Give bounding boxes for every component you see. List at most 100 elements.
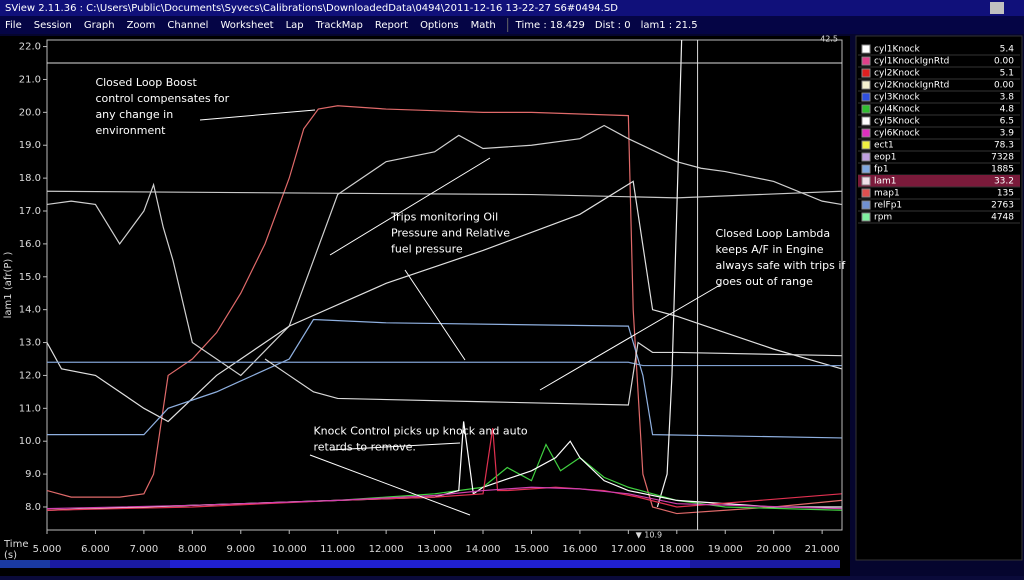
status-item: lam1 : 21.5 bbox=[641, 20, 698, 31]
channel-swatch bbox=[861, 68, 871, 78]
channel-swatch bbox=[861, 140, 871, 150]
close-button[interactable] bbox=[990, 2, 1004, 14]
menu-item[interactable]: Worksheet bbox=[220, 20, 273, 31]
x-tick-label: 6.000 bbox=[81, 544, 110, 555]
trace bbox=[47, 124, 842, 377]
menu-item[interactable]: TrackMap bbox=[315, 20, 363, 31]
channel-name[interactable]: cyl3Knock bbox=[874, 93, 921, 103]
trace bbox=[47, 361, 842, 367]
bottom-marker: ▼ 10.9 bbox=[636, 531, 663, 540]
x-tick-label: 16.000 bbox=[562, 544, 597, 555]
y-tick-label: 17.0 bbox=[19, 206, 41, 217]
channel-swatch bbox=[861, 128, 871, 138]
annotation: Knock Control picks up knock and auto bbox=[313, 424, 527, 437]
y-tick-label: 16.0 bbox=[19, 239, 41, 250]
menu-item[interactable]: Zoom bbox=[127, 20, 156, 31]
channel-name[interactable]: map1 bbox=[874, 189, 900, 199]
trace bbox=[656, 40, 683, 508]
scroll-thumb[interactable] bbox=[170, 560, 690, 568]
channel-swatch bbox=[861, 200, 871, 210]
channel-swatch bbox=[861, 152, 871, 162]
x-tick-label: 20.000 bbox=[756, 544, 791, 555]
annotation: fuel pressure bbox=[391, 243, 463, 256]
y-axis-label: lam1 (afr(P) ) bbox=[3, 252, 14, 319]
top-marker: 42.5 bbox=[820, 35, 838, 44]
y-tick-label: 19.0 bbox=[19, 140, 41, 151]
channel-value: 2763 bbox=[991, 201, 1014, 211]
annotation-arrow bbox=[404, 269, 466, 361]
trace bbox=[47, 486, 842, 510]
trace bbox=[47, 190, 842, 199]
x-tick-label: 14.000 bbox=[466, 544, 501, 555]
channel-name[interactable]: cyl1Knock bbox=[874, 45, 921, 55]
x-axis-label: Time bbox=[3, 539, 28, 550]
y-tick-label: 10.0 bbox=[19, 436, 41, 447]
y-tick-label: 13.0 bbox=[19, 338, 41, 349]
annotation: environment bbox=[95, 124, 166, 137]
channel-swatch bbox=[861, 44, 871, 54]
scroll-left[interactable] bbox=[0, 560, 50, 568]
channel-value: 3.8 bbox=[1000, 93, 1015, 103]
y-tick-label: 21.0 bbox=[19, 74, 41, 85]
annotation: goes out of range bbox=[716, 275, 814, 288]
channel-name[interactable]: rpm bbox=[874, 213, 892, 223]
channel-swatch bbox=[861, 164, 871, 174]
menu-item[interactable]: Session bbox=[34, 20, 72, 31]
annotation: retards to remove. bbox=[313, 440, 415, 453]
menu-item[interactable]: Report bbox=[375, 20, 408, 31]
channel-name[interactable]: cyl6Knock bbox=[874, 129, 921, 139]
channel-name[interactable]: relFp1 bbox=[874, 201, 902, 211]
channel-name[interactable]: eop1 bbox=[874, 153, 896, 163]
annotation-arrow bbox=[539, 284, 721, 391]
channel-value: 5.4 bbox=[1000, 45, 1015, 55]
trace bbox=[47, 180, 842, 423]
channel-value: 78.3 bbox=[994, 141, 1014, 151]
channel-name[interactable]: cyl4Knock bbox=[874, 105, 921, 115]
channel-swatch bbox=[861, 56, 871, 66]
x-tick-label: 7.000 bbox=[130, 544, 159, 555]
menu-item[interactable]: Math bbox=[471, 20, 496, 31]
y-tick-label: 8.0 bbox=[25, 502, 41, 513]
x-tick-label: 11.000 bbox=[320, 544, 355, 555]
channel-value: 1885 bbox=[991, 165, 1014, 175]
menu-item[interactable]: Options bbox=[420, 20, 459, 31]
channel-name[interactable]: cyl5Knock bbox=[874, 117, 921, 127]
annotation: control compensates for bbox=[95, 92, 229, 105]
annotation-arrow bbox=[199, 109, 316, 121]
x-tick-label: 18.000 bbox=[659, 544, 694, 555]
channel-swatch bbox=[861, 104, 871, 114]
menu-item[interactable]: Channel bbox=[167, 20, 208, 31]
x-tick-label: 15.000 bbox=[514, 544, 549, 555]
annotation-arrow bbox=[329, 157, 491, 256]
trace bbox=[264, 341, 842, 406]
annotation: any change in bbox=[95, 108, 173, 121]
status-item: Time : 18.429 bbox=[515, 20, 585, 31]
channel-value: 135 bbox=[997, 189, 1014, 199]
y-tick-label: 15.0 bbox=[19, 272, 41, 283]
y-tick-label: 11.0 bbox=[19, 403, 41, 414]
y-tick-label: 14.0 bbox=[19, 305, 41, 316]
channel-name[interactable]: cyl2Knock bbox=[874, 69, 921, 79]
channel-value: 0.00 bbox=[994, 57, 1014, 67]
channel-name[interactable]: cyl2KnockIgnRtd bbox=[874, 81, 949, 91]
menu-item[interactable]: Lap bbox=[286, 20, 304, 31]
menu-item[interactable]: File bbox=[5, 20, 22, 31]
channel-swatch bbox=[861, 80, 871, 90]
y-tick-label: 22.0 bbox=[19, 42, 41, 53]
channel-swatch bbox=[861, 212, 871, 222]
channel-value: 7328 bbox=[991, 153, 1014, 163]
annotation-arrow bbox=[329, 442, 461, 451]
x-axis-label: (s) bbox=[4, 550, 17, 561]
menu-item[interactable]: Graph bbox=[84, 20, 115, 31]
channel-name[interactable]: lam1 bbox=[874, 177, 897, 187]
y-tick-label: 9.0 bbox=[25, 469, 41, 480]
x-tick-label: 12.000 bbox=[369, 544, 404, 555]
y-tick-label: 20.0 bbox=[19, 107, 41, 118]
channel-name[interactable]: cyl1KnockIgnRtd bbox=[874, 57, 949, 67]
channel-name[interactable]: ect1 bbox=[874, 141, 894, 151]
channel-swatch bbox=[861, 116, 871, 126]
trace bbox=[47, 318, 842, 439]
channel-name[interactable]: fp1 bbox=[874, 165, 889, 175]
channel-swatch bbox=[861, 188, 871, 198]
